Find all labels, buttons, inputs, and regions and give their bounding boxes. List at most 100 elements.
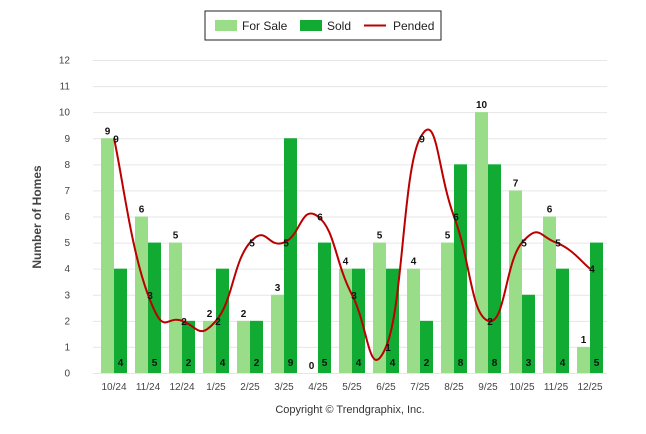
x-tick-label: 2/25 (240, 382, 260, 393)
label-for-sale: 0 (309, 361, 315, 372)
label-sold: 5 (152, 358, 158, 369)
legend-swatch-for-sale (215, 20, 237, 31)
y-tick-label: 10 (59, 108, 71, 119)
label-pended: 3 (147, 291, 153, 302)
y-tick-label: 0 (64, 369, 70, 380)
label-for-sale: 9 (105, 126, 111, 137)
x-tick-label: 12/25 (577, 382, 602, 393)
label-pended: 5 (249, 239, 255, 250)
bar-for-sale (339, 268, 352, 373)
y-tick-label: 7 (64, 186, 70, 197)
bar-for-sale (271, 294, 284, 373)
label-for-sale: 5 (173, 231, 179, 242)
bar-sold (250, 320, 263, 373)
label-for-sale: 7 (513, 178, 519, 189)
bar-for-sale (543, 216, 556, 373)
label-pended: 2 (487, 317, 493, 328)
label-for-sale: 5 (445, 231, 451, 242)
x-tick-label: 5/25 (342, 382, 362, 393)
x-tick-label: 3/25 (274, 382, 294, 393)
y-axis-label: Number of Homes (30, 165, 44, 269)
x-tick-label: 10/24 (101, 382, 126, 393)
pended-line-path (113, 128, 591, 361)
legend-swatch-sold (300, 20, 322, 31)
label-for-sale: 10 (476, 100, 488, 111)
legend-label-for-sale: For Sale (242, 19, 288, 33)
bar-sold (590, 242, 603, 373)
y-tick-label: 11 (60, 82, 71, 93)
label-sold: 8 (458, 358, 464, 369)
label-sold: 2 (424, 358, 430, 369)
label-for-sale: 5 (377, 231, 383, 242)
bar-sold (352, 268, 365, 373)
bar-sold (556, 268, 569, 373)
bar-for-sale (441, 242, 454, 373)
label-pended: 4 (589, 265, 595, 276)
y-tick-label: 1 (64, 342, 70, 353)
pended-line (113, 128, 591, 361)
bar-sold (522, 294, 535, 373)
label-pended: 2 (215, 317, 221, 328)
x-tick-label: 1/25 (206, 382, 226, 393)
label-pended: 5 (283, 239, 289, 250)
label-sold: 4 (220, 358, 226, 369)
label-pended: 3 (351, 291, 357, 302)
label-pended: 5 (521, 239, 527, 250)
label-sold: 8 (492, 358, 498, 369)
label-for-sale: 6 (547, 205, 553, 216)
x-axis-ticks: 10/24 11/24 12/24 1/25 2/25 3/25 4/25 5/25 6/25 7… (101, 382, 602, 393)
y-tick-label: 6 (64, 212, 70, 223)
y-tick-label: 12 (59, 56, 71, 67)
bar-sold (182, 320, 195, 373)
y-tick-label: 4 (64, 264, 70, 275)
label-pended: 2 (181, 317, 187, 328)
label-sold: 3 (526, 358, 532, 369)
x-tick-label: 11/25 (544, 382, 569, 393)
x-tick-label: 10/25 (509, 382, 534, 393)
label-sold: 2 (254, 358, 260, 369)
label-for-sale: 3 (275, 283, 281, 294)
label-sold: 4 (390, 358, 396, 369)
bar-sold (420, 320, 433, 373)
bars (101, 112, 603, 374)
label-pended: 9 (419, 134, 425, 145)
bar-sold (318, 242, 331, 373)
bar-sold (148, 242, 161, 373)
label-for-sale: 2 (207, 309, 213, 320)
bar-for-sale (203, 320, 216, 373)
bar-sold (216, 268, 229, 373)
label-sold: 5 (594, 358, 600, 369)
label-pended: 5 (555, 239, 561, 250)
bar-for-sale (135, 216, 148, 373)
label-sold: 9 (288, 358, 294, 369)
label-for-sale: 4 (411, 257, 417, 268)
bar-for-sale (373, 242, 386, 373)
y-tick-label: 3 (64, 290, 70, 301)
x-tick-label: 11/24 (136, 382, 161, 393)
bar-for-sale (407, 268, 420, 373)
bar-for-sale (577, 346, 590, 373)
label-pended: 6 (453, 213, 459, 224)
legend: For Sale Sold Pended (204, 10, 442, 41)
x-tick-label: 4/25 (308, 382, 328, 393)
x-tick-label: 8/25 (444, 382, 464, 393)
bar-sold (284, 138, 297, 373)
copyright-footer: Copyright © Trendgraphix, Inc. (275, 404, 424, 416)
y-tick-label: 8 (64, 160, 70, 171)
label-sold: 5 (322, 358, 328, 369)
label-sold: 4 (118, 358, 124, 369)
label-for-sale: 4 (343, 257, 349, 268)
x-tick-label: 6/25 (376, 382, 396, 393)
bar-sold (454, 164, 467, 373)
x-tick-label: 7/25 (410, 382, 430, 393)
label-pended: 6 (317, 213, 323, 224)
legend-box (204, 10, 442, 41)
y-tick-label: 5 (64, 238, 70, 249)
bar-sold (488, 164, 501, 373)
bar-for-sale (169, 242, 182, 373)
bar-for-sale (101, 138, 114, 373)
bar-sold (114, 268, 127, 373)
